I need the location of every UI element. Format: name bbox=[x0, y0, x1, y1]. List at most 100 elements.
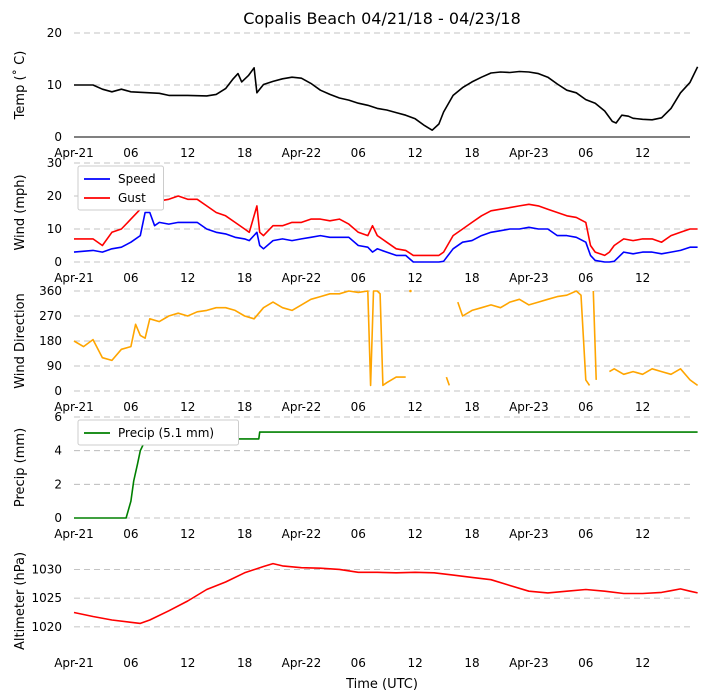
x-tick-label: 12 bbox=[408, 656, 423, 670]
series-line-altimeter bbox=[73, 562, 698, 625]
x-tick-label: 12 bbox=[635, 271, 650, 285]
x-tick-label: 18 bbox=[237, 271, 252, 285]
x-tick-label: 06 bbox=[578, 527, 593, 541]
y-tick-label: 0 bbox=[54, 255, 62, 269]
x-tick-label: 06 bbox=[351, 400, 366, 414]
legend-label: Speed bbox=[118, 172, 156, 186]
series-line-temp bbox=[74, 66, 699, 131]
y-tick-label: 0 bbox=[54, 384, 62, 398]
series-line-direction bbox=[457, 290, 591, 386]
x-tick-label: 12 bbox=[408, 527, 423, 541]
x-tick-label: 06 bbox=[351, 527, 366, 541]
x-tick-label: 18 bbox=[464, 271, 479, 285]
y-tick-label: 0 bbox=[54, 511, 62, 525]
y-tick-label: 180 bbox=[39, 334, 62, 348]
x-tick-label: 12 bbox=[408, 146, 423, 160]
legend: Speed Gust bbox=[77, 165, 164, 211]
y-tick-label: 20 bbox=[47, 26, 62, 40]
x-tick-label: Apr-22 bbox=[282, 146, 322, 160]
legend-label: Gust bbox=[118, 191, 146, 205]
series-line-precip bbox=[74, 431, 698, 519]
chart-title: Copalis Beach 04/21/18 - 04/23/18 bbox=[243, 9, 521, 28]
x-tick-label: 18 bbox=[464, 527, 479, 541]
x-tick-label: 06 bbox=[351, 656, 366, 670]
x-tick-label: 12 bbox=[635, 146, 650, 160]
x-tick-label: 12 bbox=[408, 400, 423, 414]
x-tick-label: 06 bbox=[578, 400, 593, 414]
x-tick-label: 18 bbox=[237, 146, 252, 160]
series-line-direction bbox=[608, 367, 699, 387]
x-tick-label: Apr-22 bbox=[282, 400, 322, 414]
legend: Precip (5.1 mm) bbox=[77, 419, 239, 446]
series-line-speed bbox=[73, 211, 698, 263]
x-tick-label: 18 bbox=[237, 656, 252, 670]
y-tick-label: 1030 bbox=[31, 562, 62, 576]
x-tick-label: 06 bbox=[351, 271, 366, 285]
x-tick-label: Apr-23 bbox=[509, 527, 549, 541]
legend-box bbox=[77, 165, 164, 211]
x-tick-label: Apr-22 bbox=[282, 527, 322, 541]
y-axis-label: Wind (mph) bbox=[13, 174, 28, 250]
panel-precip: 0 2 4 6 Precip (mm) Apr-21 06 12 18 Apr-22 06 12 18 A… bbox=[13, 410, 698, 541]
x-tick-label: 18 bbox=[464, 656, 479, 670]
x-tick-label: 06 bbox=[578, 146, 593, 160]
x-tick-label: Apr-22 bbox=[282, 656, 322, 670]
panel-dir: 0 90 180 270 360 Wind Direction Apr-21 06 12 18 Ap… bbox=[13, 284, 699, 414]
x-tick-label: Apr-21 bbox=[54, 527, 94, 541]
x-tick-label: 12 bbox=[635, 400, 650, 414]
y-tick-label: 4 bbox=[54, 444, 62, 458]
legend-box bbox=[77, 419, 239, 446]
series-line-direction bbox=[592, 290, 597, 380]
x-tick-label: Apr-23 bbox=[509, 271, 549, 285]
x-tick-label: 18 bbox=[464, 146, 479, 160]
x-tick-label: 18 bbox=[464, 400, 479, 414]
x-tick-label: Apr-21 bbox=[54, 400, 94, 414]
x-tick-label: Apr-21 bbox=[54, 271, 94, 285]
x-tick-label: 06 bbox=[123, 400, 138, 414]
x-tick-label: 18 bbox=[237, 527, 252, 541]
x-tick-label: 06 bbox=[578, 656, 593, 670]
x-tick-label: Apr-23 bbox=[509, 400, 549, 414]
x-tick-label: Apr-22 bbox=[282, 271, 322, 285]
y-axis-label: Wind Direction bbox=[13, 293, 28, 389]
y-tick-label: 270 bbox=[39, 309, 62, 323]
x-tick-label: 12 bbox=[635, 656, 650, 670]
y-tick-label: 20 bbox=[47, 189, 62, 203]
x-tick-label: 12 bbox=[635, 527, 650, 541]
x-tick-label: Apr-23 bbox=[509, 146, 549, 160]
x-tick-label: 12 bbox=[180, 527, 195, 541]
x-tick-label: 18 bbox=[237, 400, 252, 414]
y-tick-label: 10 bbox=[47, 222, 62, 236]
legend-label: Precip (5.1 mm) bbox=[118, 426, 214, 440]
x-axis-label: Time (UTC) bbox=[345, 677, 418, 692]
y-axis-label: Altimeter (hPa) bbox=[13, 552, 28, 650]
x-tick-label: Apr-21 bbox=[54, 146, 94, 160]
y-tick-label: 1020 bbox=[31, 620, 62, 634]
series-line-direction bbox=[445, 376, 451, 386]
y-tick-label: 30 bbox=[47, 156, 62, 170]
y-tick-label: 360 bbox=[39, 284, 62, 298]
data-point bbox=[409, 289, 412, 293]
y-tick-label: 90 bbox=[47, 359, 62, 373]
y-tick-label: 10 bbox=[47, 78, 62, 92]
x-tick-label: 12 bbox=[180, 271, 195, 285]
x-tick-label: Apr-21 bbox=[54, 656, 94, 670]
panel-temp: 0 10 20 Temp (˚ C) Apr-21 06 12 18 Apr-22 06 12 18 A… bbox=[12, 26, 699, 160]
panel-wind: 0 10 20 30 Wind (mph) Apr-21 06 12 18 Apr-22 06 12 1… bbox=[13, 156, 698, 285]
y-tick-label: 2 bbox=[54, 477, 62, 491]
y-axis-label: Temp (˚ C) bbox=[12, 51, 28, 121]
x-tick-label: 06 bbox=[123, 656, 138, 670]
series-line-gust bbox=[74, 182, 698, 257]
x-tick-label: 06 bbox=[578, 271, 593, 285]
y-tick-label: 0 bbox=[54, 130, 62, 144]
x-tick-label: 06 bbox=[123, 146, 138, 160]
x-tick-label: 12 bbox=[180, 146, 195, 160]
y-axis-label: Precip (mm) bbox=[13, 428, 28, 507]
y-tick-label: 6 bbox=[54, 410, 62, 424]
series-line-direction bbox=[73, 290, 406, 387]
x-tick-label: 12 bbox=[180, 656, 195, 670]
x-tick-label: 06 bbox=[351, 146, 366, 160]
x-tick-label: 06 bbox=[123, 271, 138, 285]
